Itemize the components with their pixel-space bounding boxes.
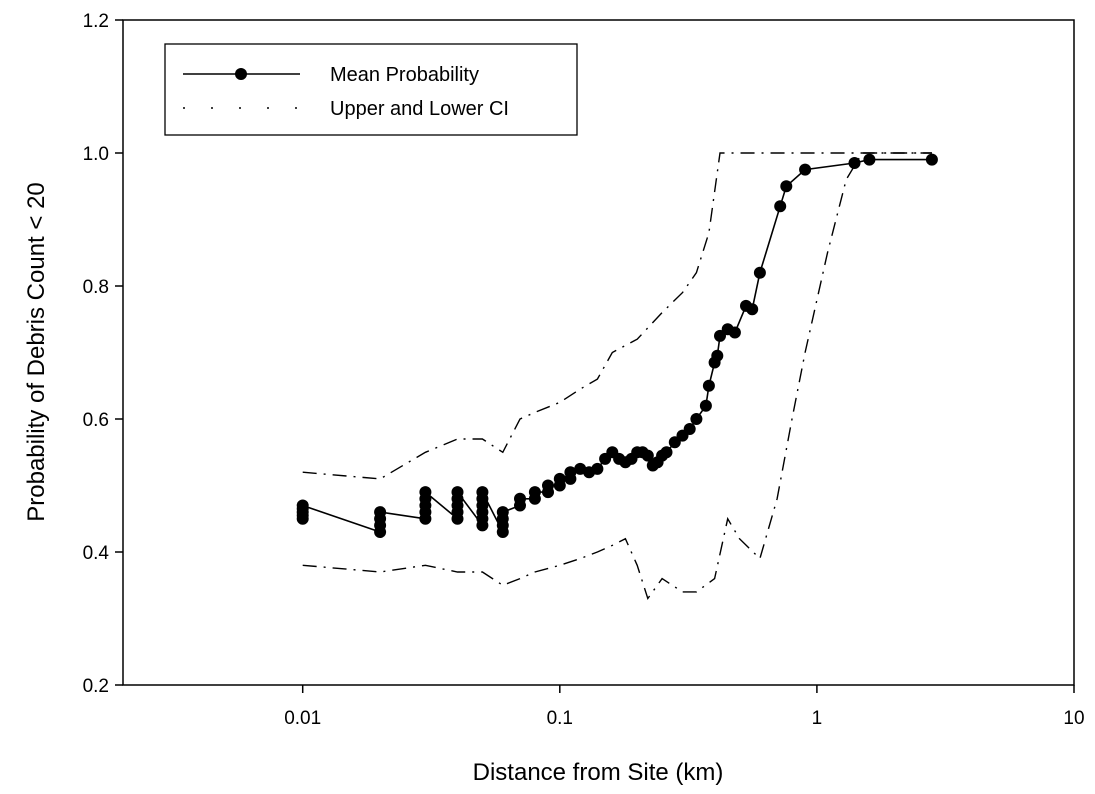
mean-point — [863, 153, 876, 166]
x-tick-label: 10 — [1063, 708, 1084, 729]
legend-label-ci: Upper and Lower CI — [330, 98, 509, 120]
y-tick-label: 0.2 — [83, 676, 109, 697]
mean-point — [660, 446, 673, 459]
mean-point — [564, 466, 577, 479]
ci-upper-line — [302, 152, 932, 480]
mean-point — [451, 486, 464, 499]
legend: Mean Probability Upper and Lower CI — [164, 43, 578, 136]
mean-point — [848, 157, 861, 169]
legend-swatch-mean-marker — [235, 68, 247, 80]
x-tick-label: 0.1 — [547, 708, 573, 729]
y-tick-label: 0.8 — [83, 277, 109, 298]
ci-series — [302, 152, 932, 601]
x-tick-label: 1 — [812, 708, 823, 729]
x-axis-title: Distance from Site (km) — [473, 759, 724, 786]
mean-point — [419, 486, 432, 499]
y-tick-label: 0.6 — [83, 410, 109, 431]
plot-area — [122, 19, 1075, 686]
mean-point — [774, 200, 787, 213]
mean-point — [476, 486, 489, 499]
y-tick-label: 1.2 — [83, 11, 109, 32]
mean-point — [690, 413, 703, 425]
y-axis-title: Probability of Debris Count < 20 — [23, 182, 50, 522]
y-axis: 0.2 0.4 0.6 0.8 1.0 1.2 — [83, 11, 123, 697]
mean-point — [296, 499, 309, 512]
mean-point — [683, 423, 696, 435]
mean-point — [496, 506, 509, 519]
y-tick-label: 0.4 — [83, 543, 110, 564]
mean-series — [296, 153, 938, 538]
legend-box — [164, 43, 578, 136]
x-tick-label: 0.01 — [284, 708, 321, 729]
mean-point — [374, 506, 387, 519]
ci-lower-line — [302, 152, 932, 601]
mean-point — [553, 472, 566, 485]
y-tick-label: 1.0 — [83, 144, 109, 165]
mean-point — [753, 266, 766, 279]
mean-point — [514, 492, 526, 505]
mean-point — [702, 379, 715, 392]
mean-point — [728, 326, 741, 339]
mean-point — [925, 153, 938, 166]
mean-point — [780, 180, 793, 193]
mean-point — [746, 303, 759, 316]
legend-label-mean: Mean Probability — [330, 64, 479, 86]
mean-point — [528, 486, 541, 499]
mean-point — [591, 462, 604, 475]
mean-point — [542, 479, 554, 492]
mean-point — [799, 163, 812, 176]
mean-point — [711, 349, 724, 362]
mean-point — [641, 449, 654, 462]
x-axis: 0.01 0.1 1 10 — [284, 685, 1085, 729]
mean-point — [699, 399, 712, 412]
